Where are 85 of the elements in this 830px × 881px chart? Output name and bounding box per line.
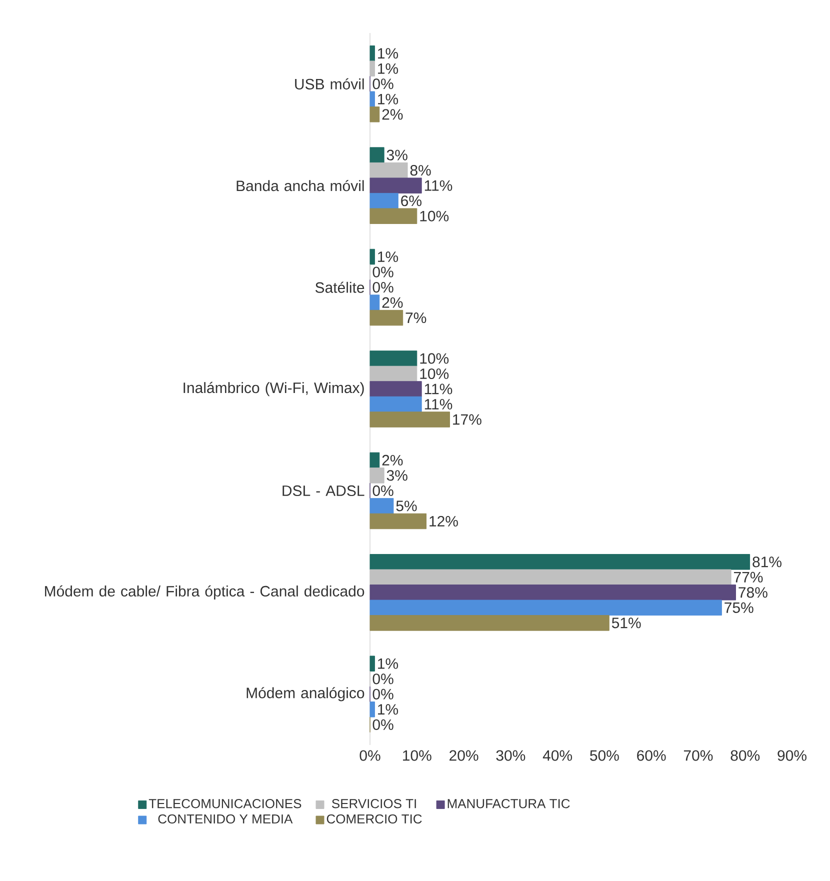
data-label: 0% (372, 719, 394, 730)
bar (370, 45, 375, 62)
data-label: 11% (424, 384, 452, 394)
data-label: 8% (410, 165, 431, 176)
bar (370, 702, 375, 718)
data-label: 1% (378, 94, 398, 104)
x-tick-label: 0% (360, 750, 380, 761)
data-label: 10% (420, 210, 449, 222)
x-tick-label: 30% (496, 750, 526, 761)
legend-label: COMERCIO TIC (326, 814, 422, 824)
bar (370, 468, 384, 484)
bar (370, 381, 422, 397)
data-label: 1% (378, 63, 398, 74)
data-label: 1% (378, 252, 398, 262)
x-tick-label: 60% (637, 750, 666, 761)
bar (370, 615, 610, 631)
data-label: 1% (378, 48, 398, 59)
data-label: 0% (372, 78, 394, 90)
data-label: 0% (372, 485, 394, 496)
bar (370, 396, 422, 412)
data-label: 3% (386, 150, 408, 160)
data-label: 10% (420, 368, 449, 380)
y-tick-label: Satélite (315, 282, 364, 293)
data-label: 6% (401, 196, 422, 206)
legend-label: SERVICIOS TI (332, 799, 416, 808)
bar (370, 600, 722, 616)
x-tick-label: 70% (684, 750, 713, 761)
bar (370, 554, 750, 570)
bar (370, 248, 375, 265)
data-label: 17% (453, 414, 482, 425)
bar (370, 192, 398, 209)
x-tick-label: 80% (730, 750, 760, 761)
bar (370, 310, 404, 326)
y-tick-label: Módem de cable/ Fibra óptica - Canal dedicado (45, 585, 364, 600)
data-label: 5% (396, 500, 417, 512)
y-tick-label: Módem analógico (246, 687, 364, 702)
data-label: 10% (420, 353, 449, 364)
data-label: 11% (424, 180, 452, 191)
x-tick-label: 40% (542, 750, 572, 761)
data-label: 0% (372, 688, 394, 700)
bar (370, 147, 384, 163)
data-label: 81% (752, 556, 782, 568)
legend-label: TELECOMUNICACIONES (148, 799, 302, 808)
data-label: 1% (378, 658, 398, 669)
bar (370, 366, 418, 382)
bar (370, 106, 380, 122)
bar (370, 208, 418, 224)
data-label: 2% (382, 109, 403, 120)
legend-label: MANUFACTURA TIC (448, 799, 570, 808)
data-label: 0% (372, 282, 394, 293)
data-label: 51% (612, 618, 641, 628)
y-tick-label: DSL - ADSL (282, 485, 364, 496)
data-label: 7% (406, 312, 426, 324)
x-tick-label: 20% (450, 750, 478, 761)
data-label: 78% (738, 587, 768, 598)
y-tick-label: USB móvil (295, 78, 364, 90)
bar (370, 498, 394, 514)
bar (370, 584, 736, 600)
data-label: 0% (372, 266, 394, 278)
data-label: 2% (382, 454, 403, 466)
x-tick-label: 90% (778, 750, 806, 761)
data-label: 11% (424, 399, 452, 410)
x-tick-label: 10% (403, 750, 432, 761)
y-tick-label: Banda ancha móvil (236, 180, 364, 192)
y-tick-label: Inalámbrico (Wi-Fi, Wimax) (184, 382, 364, 396)
data-label: 77% (734, 572, 763, 582)
bar (370, 178, 422, 194)
data-label: 1% (378, 704, 398, 715)
bar (370, 513, 427, 530)
data-label: 0% (372, 674, 394, 684)
data-label: 75% (724, 602, 754, 613)
bar (370, 656, 375, 672)
bar (370, 294, 380, 310)
bar (370, 412, 450, 428)
data-label: 12% (430, 516, 458, 527)
bar (370, 162, 408, 178)
bar (370, 350, 418, 366)
bar (370, 569, 732, 586)
x-tick-label: 50% (590, 750, 619, 761)
bar (370, 452, 380, 468)
legend-label: CONTENIDO Y MEDIA (158, 814, 293, 824)
data-label: 3% (386, 470, 408, 481)
bar (370, 91, 375, 107)
bar (370, 60, 375, 76)
data-label: 2% (382, 297, 403, 308)
